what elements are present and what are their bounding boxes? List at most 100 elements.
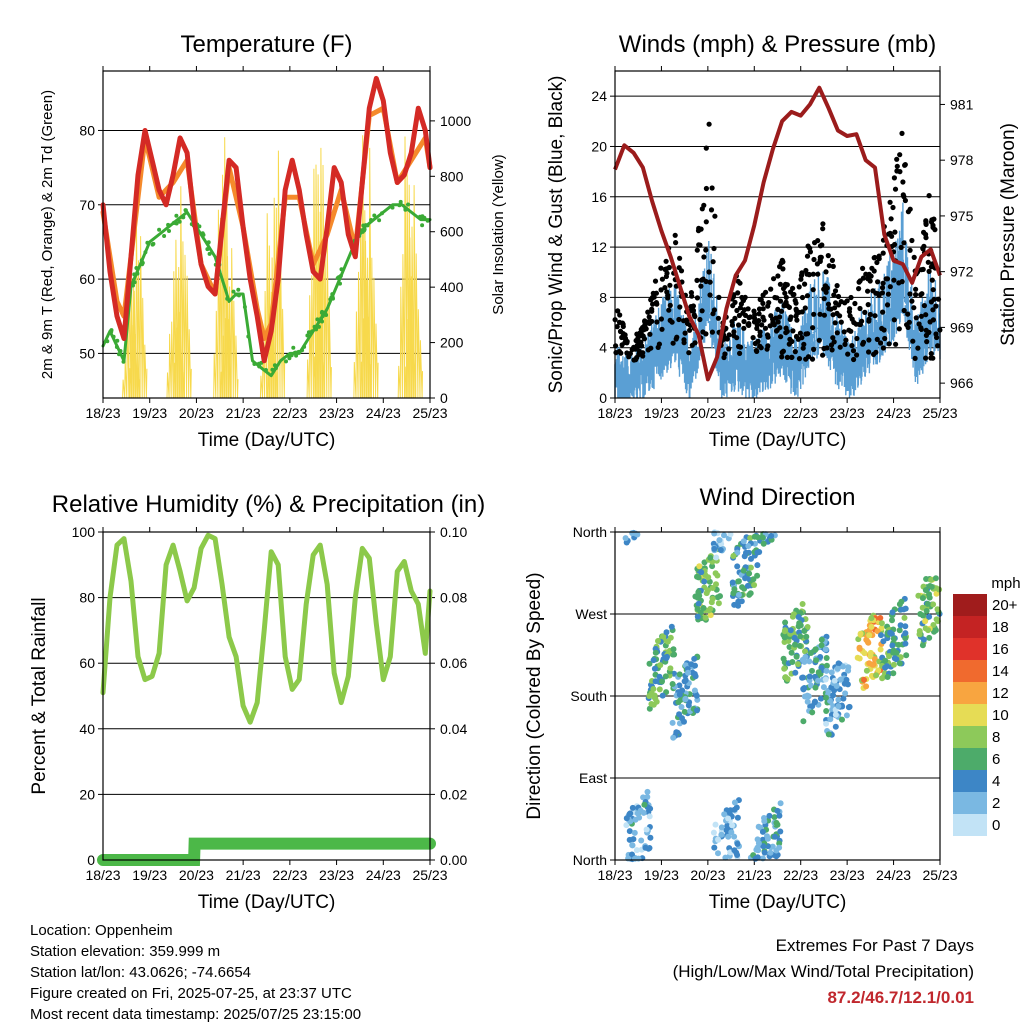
wind-direction-point [734, 549, 741, 556]
dewpoint-point [377, 218, 382, 223]
wind-direction-point [773, 819, 780, 826]
wind-direction-point [759, 828, 766, 835]
gust-point [737, 350, 743, 356]
gust-point [838, 319, 844, 325]
wind-direction-point [722, 854, 729, 861]
wind-direction-point [903, 652, 910, 659]
wind-direction-point [924, 600, 931, 607]
gust-point [900, 179, 906, 185]
gust-point [882, 335, 888, 342]
gust-point [775, 273, 781, 279]
wind-direction-point [660, 633, 667, 640]
gust-point [670, 340, 676, 346]
wind-direction-point [735, 591, 742, 598]
y-tick-label: 8 [599, 289, 607, 305]
wind-direction-point [659, 678, 665, 685]
gust-point [641, 336, 648, 342]
gust-point [710, 259, 716, 265]
gust-point [731, 329, 737, 335]
gust-point [912, 355, 918, 361]
gust-point [918, 267, 924, 273]
gust-point [852, 300, 858, 307]
dewpoint-point [252, 362, 257, 366]
wind-direction-point [803, 633, 810, 640]
x-axis-label: Time (Day/UTC) [709, 892, 847, 913]
wind-direction-point [754, 549, 761, 556]
gust-point [848, 294, 854, 301]
wind-direction-point [754, 854, 761, 861]
gust-point [823, 283, 829, 289]
gust-point [866, 316, 872, 322]
solar-insolation-spike [122, 265, 141, 399]
wind-direction-point [761, 849, 768, 856]
x-tick-label: 20/23 [179, 405, 214, 421]
gust-point [865, 288, 871, 294]
wind-direction-point [707, 554, 714, 561]
dewpoint-point [234, 292, 238, 297]
wind-direction-point [804, 698, 811, 705]
dewpoint-point [294, 350, 299, 355]
wind-direction-point [922, 587, 929, 594]
wind-direction-point [774, 807, 781, 814]
gust-point [757, 333, 763, 339]
x-tick-label: 23/23 [319, 405, 354, 421]
plot-border [102, 70, 431, 399]
solar-insolation-spike [404, 185, 423, 399]
gust-point [901, 194, 907, 200]
wind-direction-point [651, 665, 658, 672]
dewpoint-point [330, 292, 335, 297]
dewpoint-point [264, 368, 268, 372]
wind-direction-point [780, 655, 787, 662]
wind-direction-point [685, 669, 691, 676]
gust-point [870, 288, 876, 294]
wind-direction-point [873, 672, 880, 679]
gust-point [796, 284, 802, 290]
y-right-axis-label: Solar Insolation (Yellow) [490, 154, 507, 314]
gust-point [821, 296, 827, 302]
gust-point [924, 339, 930, 345]
gust-point [906, 319, 913, 325]
gust-point [647, 331, 653, 337]
dewpoint-point [336, 275, 341, 280]
dewpoint-point [319, 316, 324, 321]
wind-direction-point [795, 614, 802, 620]
gust-point [896, 280, 902, 286]
gust-point [933, 303, 939, 309]
gust-point [709, 185, 715, 191]
wind-direction-point [731, 833, 738, 840]
gust-point [638, 331, 644, 337]
gust-point [893, 341, 899, 347]
wind-direction-point [812, 647, 819, 653]
gust-point [638, 339, 644, 345]
wind-direction-point [857, 630, 864, 637]
wind-direction-point [902, 630, 909, 637]
wind-direction-point [734, 814, 741, 821]
wind-direction-point [682, 677, 689, 684]
wind-direction-point [769, 843, 776, 850]
wind-direction-point [835, 660, 842, 667]
x-tick-label: 22/23 [783, 405, 818, 421]
gust-point [802, 305, 808, 311]
gust-point [915, 345, 921, 351]
gust-point [739, 294, 745, 301]
wind-direction-point [622, 535, 629, 542]
gust-point [929, 217, 935, 223]
y-right-tick-label: 0.06 [440, 655, 467, 671]
wind-direction-point [709, 595, 716, 602]
wind-direction-point [818, 695, 824, 702]
series-precipitation [97, 837, 436, 866]
y-tick-label: West [575, 606, 607, 622]
gust-point [873, 349, 879, 355]
dewpoint-point [111, 334, 116, 339]
wind-direction-point [760, 540, 767, 547]
wind-direction-point [646, 705, 653, 712]
colorbar-label: 20+ [992, 597, 1018, 614]
gust-point [658, 316, 665, 322]
wind-direction-point [738, 598, 745, 605]
dewpoint-point [372, 213, 377, 218]
gust-point [853, 321, 859, 327]
series-pressure [613, 85, 942, 382]
gust-point [707, 292, 713, 298]
wind-direction-point [713, 554, 720, 561]
dewpoint-point [397, 203, 402, 208]
